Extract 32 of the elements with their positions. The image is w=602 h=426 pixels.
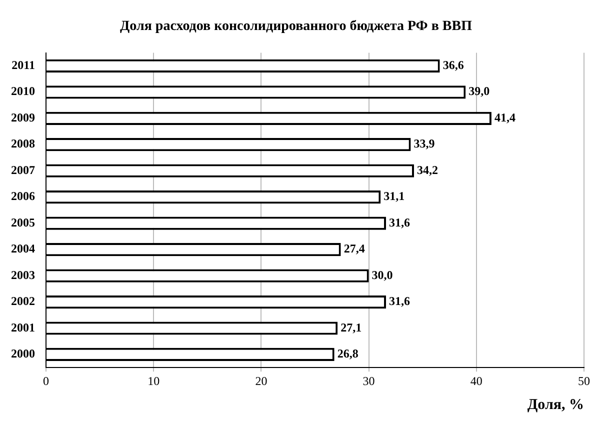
data-label: 27,4	[344, 242, 365, 256]
y-tick-label: 2002	[11, 294, 35, 308]
y-tick-label: 2001	[11, 320, 35, 334]
y-tick-label: 2000	[11, 346, 35, 361]
x-tick-label: 10	[148, 374, 160, 388]
x-tick-label: 30	[362, 374, 375, 388]
y-tick-label: 2008	[11, 136, 35, 151]
data-label: 36,6	[442, 58, 464, 72]
data-label: 30,0	[372, 268, 393, 282]
y-tick-label: 2009	[11, 110, 35, 124]
data-label: 33,9	[414, 136, 435, 151]
data-label: 31,1	[384, 189, 405, 204]
x-tick-label: 40	[470, 374, 482, 388]
y-tick-label: 2005	[11, 215, 35, 230]
data-label: 41,4	[494, 110, 516, 124]
chart-title: Доля расходов консолидированного бюджета РФ в ВВП	[120, 19, 472, 34]
x-tick-label: 50	[578, 374, 590, 388]
data-label: 39,0	[468, 84, 490, 98]
data-label: 34,2	[416, 162, 438, 177]
y-tick-label: 2007	[11, 162, 35, 177]
y-tick-label: 2004	[11, 242, 35, 256]
x-tick-label: 0	[43, 374, 49, 388]
y-tick-label: 2010	[11, 84, 35, 98]
data-label: 26,8	[337, 346, 358, 361]
data-label: 27,1	[340, 320, 362, 334]
y-tick-label: 2006	[11, 189, 35, 204]
y-tick-label: 2011	[12, 58, 35, 72]
data-label: 31,6	[389, 215, 410, 230]
data-label: 31,6	[389, 294, 410, 308]
y-tick-label: 2003	[11, 268, 35, 282]
x-axis-title: Доля, %	[527, 396, 584, 413]
x-tick-label: 20	[255, 374, 268, 388]
